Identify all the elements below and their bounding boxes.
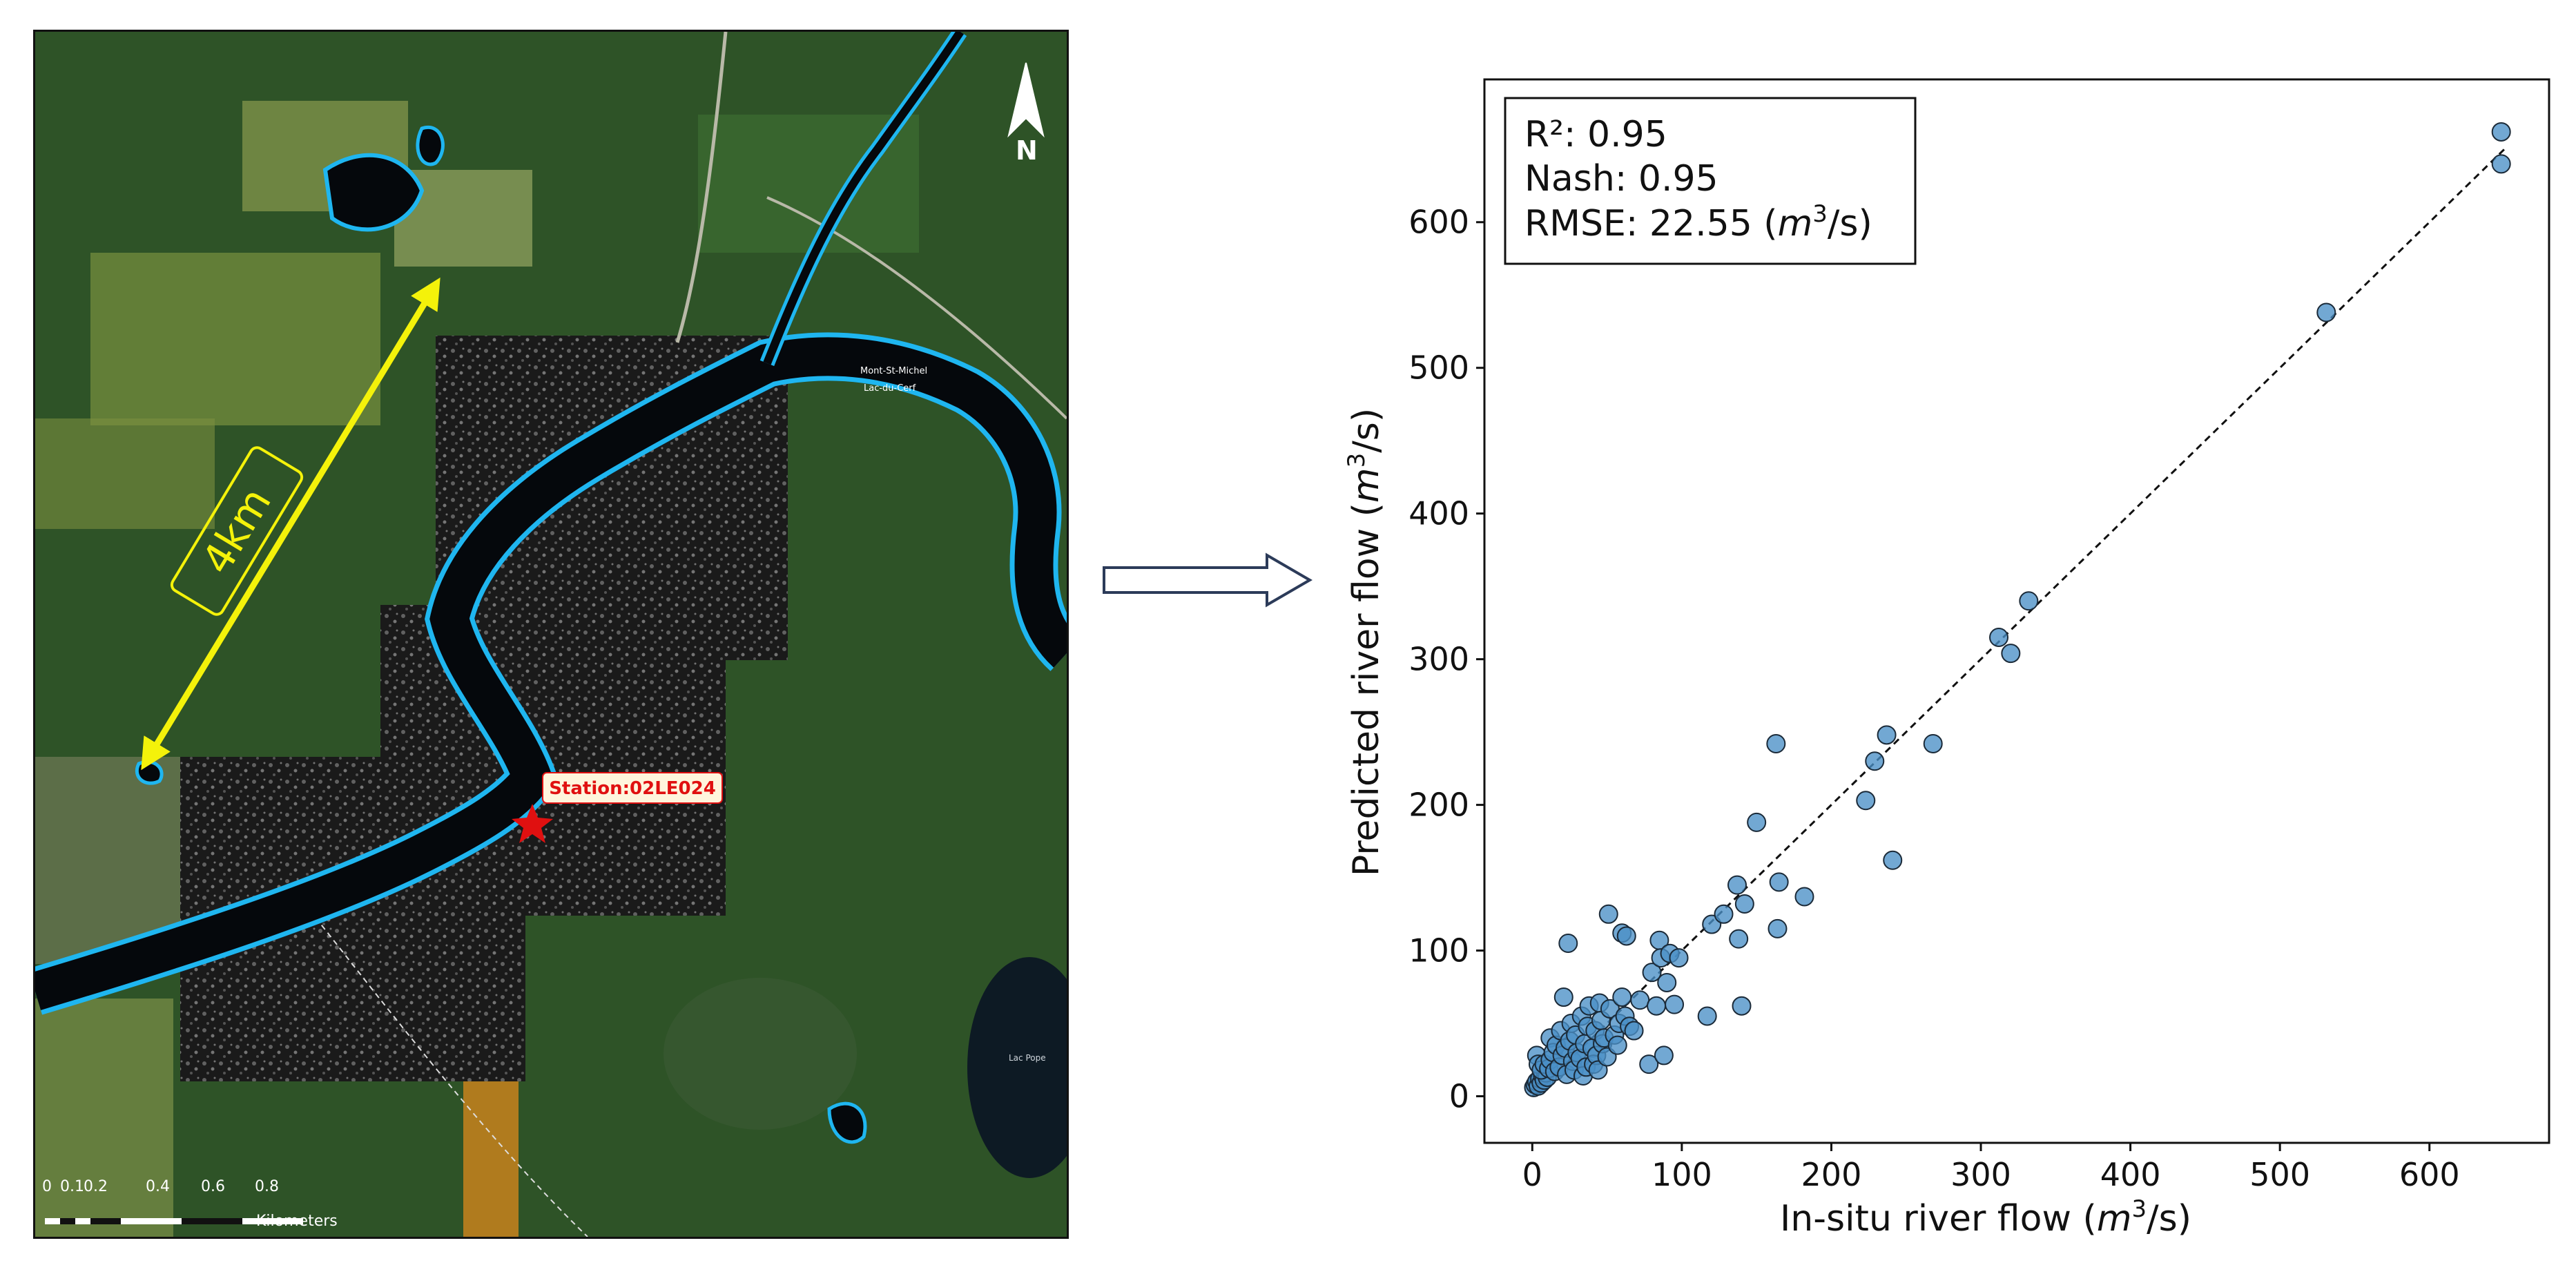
x-tick-label: 500	[2249, 1156, 2310, 1193]
plot-frame	[1483, 78, 2550, 1144]
data-point	[1553, 987, 1573, 1007]
lake-pope	[967, 957, 1067, 1178]
x-tick-label: 600	[2399, 1156, 2460, 1193]
x-tick-label: 300	[1950, 1156, 2011, 1193]
data-point	[1768, 918, 1788, 938]
boundary-line	[297, 894, 588, 1237]
place-label: Lac Pope	[1009, 1053, 1046, 1063]
scale-unit: Kilometers	[256, 1213, 338, 1230]
data-point	[1856, 791, 1876, 811]
data-point	[1639, 1054, 1659, 1074]
north-arrow-icon	[1007, 62, 1045, 138]
x-tick-label: 400	[2100, 1156, 2161, 1193]
data-point	[1747, 812, 1767, 832]
stat-r2: R²: 0.95	[1524, 114, 1667, 155]
data-point	[1865, 751, 1885, 771]
data-point	[1697, 1006, 1717, 1026]
stats-box-frame	[1504, 97, 1917, 265]
data-point	[1654, 1045, 1674, 1066]
right-arrow-icon	[1103, 552, 1313, 608]
y-tick-label: 600	[1408, 204, 1469, 241]
one-to-one-line	[1531, 148, 2506, 1097]
y-tick-label: 400	[1408, 495, 1469, 532]
field-patch	[35, 999, 173, 1237]
data-point	[1630, 990, 1650, 1010]
data-point	[1598, 904, 1618, 924]
y-tick-label: 100	[1408, 932, 1469, 970]
y-tick-label: 0	[1449, 1077, 1469, 1115]
x-tick-label: 200	[1801, 1156, 1862, 1193]
y-tick-label: 300	[1408, 641, 1469, 678]
river	[35, 32, 1067, 1015]
stat-nash: Nash: 0.95	[1524, 158, 1718, 200]
stat-rmse: RMSE: 22.55 (m3/s)	[1524, 200, 1872, 244]
data-point	[1607, 1035, 1627, 1055]
data-point	[1877, 725, 1897, 745]
scale-bar	[45, 1218, 303, 1224]
distance-arrow	[141, 277, 440, 771]
place-label: Lac-du-Cerf	[864, 383, 916, 394]
place-label: Mont-St-Michel	[860, 366, 927, 376]
stats-box: R²: 0.95 Nash: 0.95 RMSE: 22.55 (m3/s)	[1504, 97, 1917, 265]
station-label: Station:02LE024	[549, 778, 716, 799]
x-axis-title: In-situ river flow (m3/s)	[1780, 1195, 2191, 1240]
scale-tick: 0.8	[255, 1178, 279, 1195]
data-point	[1769, 872, 1789, 892]
station-marker-icon	[512, 804, 553, 843]
road	[766, 196, 1067, 420]
data-point	[2491, 154, 2511, 174]
y-axis-title: Predicted river flow (m3/s)	[1343, 408, 1387, 876]
data-point	[1923, 733, 1943, 753]
data-point	[1714, 904, 1734, 924]
data-point	[2316, 302, 2336, 322]
map-panel: 4km Station:02LE024 Mont-St-Michel Lac-d…	[33, 30, 1069, 1239]
data-point	[1612, 987, 1632, 1007]
data-point	[1734, 894, 1754, 914]
satellite-map: 4km Station:02LE024 Mont-St-Michel Lac-d…	[35, 32, 1067, 1237]
x-tick-label: 100	[1652, 1156, 1712, 1193]
field-patch	[35, 418, 215, 529]
data-point	[2001, 644, 2021, 664]
scale-tick: 0.2	[84, 1178, 108, 1195]
pond	[322, 153, 425, 232]
data-point	[1766, 733, 1786, 753]
scale-tick: 0.6	[201, 1178, 225, 1195]
data-point	[1732, 996, 1752, 1016]
clearing	[664, 978, 857, 1130]
reference-line-layer	[1531, 148, 2506, 1097]
data-point	[1624, 1021, 1644, 1041]
pond	[416, 125, 445, 166]
data-point	[1558, 933, 1578, 953]
data-point	[1665, 994, 1685, 1014]
road	[675, 32, 728, 343]
y-tick-label: 500	[1408, 349, 1469, 387]
field-patch	[90, 253, 380, 425]
scatter-chart: 0 100 200 300 400 500 600 0100200300400500600 …	[1343, 78, 2550, 1240]
pond	[135, 760, 164, 785]
x-tick-label: 0	[1522, 1156, 1542, 1193]
station-callout	[542, 772, 723, 804]
data-point	[1729, 929, 1749, 949]
pond	[827, 1101, 867, 1144]
y-tick-label: 200	[1408, 787, 1469, 824]
data-point	[1616, 926, 1636, 946]
y-axis-ticks: 0 100 200 300 400 500 600	[1408, 204, 1484, 1115]
data-point	[1794, 887, 1814, 907]
data-point	[1989, 627, 2009, 647]
scale-tick: 0.1	[60, 1178, 84, 1195]
scale-tick: 0	[42, 1178, 52, 1195]
data-point	[2019, 591, 2039, 611]
data-point	[1657, 972, 1677, 992]
data-point	[1642, 963, 1662, 983]
data-point	[1588, 1060, 1608, 1080]
x-axis-ticks: 0 100 200 300 400 500 600	[1522, 1143, 2460, 1193]
points-layer	[1524, 122, 2511, 1097]
data-point	[1727, 875, 1747, 895]
data-point	[1647, 996, 1667, 1016]
data-point	[1669, 948, 1689, 968]
data-point	[1883, 850, 1903, 870]
data-point	[2491, 122, 2511, 142]
north-label: N	[1016, 135, 1038, 166]
scale-tick: 0.4	[146, 1178, 170, 1195]
